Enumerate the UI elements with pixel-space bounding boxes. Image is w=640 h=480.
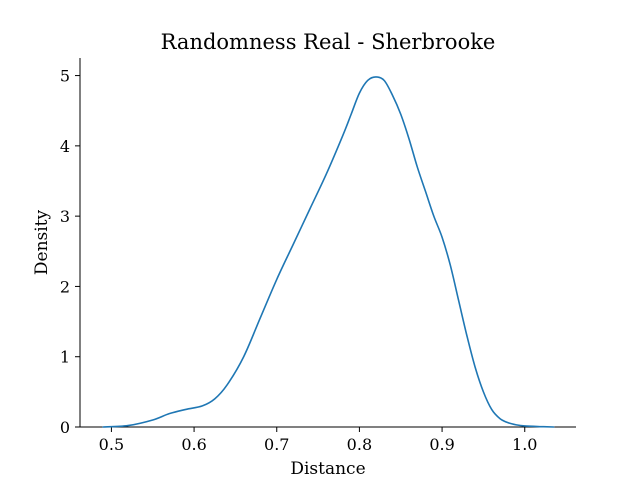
y-tick-label: 0 <box>60 418 70 437</box>
density-curve <box>102 76 555 428</box>
x-tick-label: 1.0 <box>512 435 537 454</box>
y-axis: 0 1 2 3 4 5 <box>60 58 81 437</box>
y-tick-label: 4 <box>60 137 70 156</box>
x-tick-label: 0.7 <box>264 435 289 454</box>
y-tick-label: 2 <box>60 277 70 296</box>
x-tick-label: 0.5 <box>99 435 124 454</box>
x-axis-label: Distance <box>290 459 365 479</box>
y-axis-label: Density <box>32 209 52 275</box>
x-tick-label: 0.9 <box>429 435 454 454</box>
y-tick-label: 3 <box>60 207 70 226</box>
x-axis: 0.5 0.6 0.7 0.8 0.9 1.0 <box>80 426 576 454</box>
y-tick-label: 1 <box>60 348 70 367</box>
x-tick-label: 0.8 <box>347 435 372 454</box>
chart-title: Randomness Real - Sherbrooke <box>161 30 496 54</box>
y-tick-label: 5 <box>60 67 70 86</box>
x-tick-label: 0.6 <box>181 435 206 454</box>
